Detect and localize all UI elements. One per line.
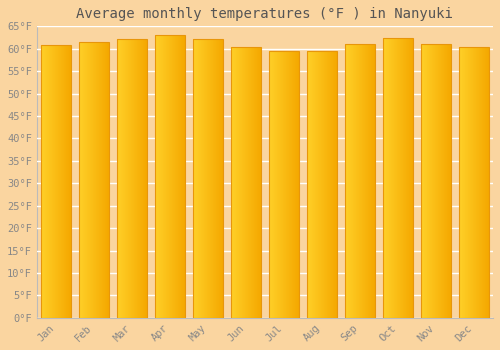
Bar	[459, 47, 489, 318]
Bar	[231, 47, 260, 318]
Bar	[193, 39, 222, 318]
Bar	[269, 51, 299, 318]
Bar	[117, 39, 146, 318]
Bar	[79, 42, 108, 318]
Bar	[307, 51, 337, 318]
Bar	[41, 45, 70, 318]
Title: Average monthly temperatures (°F ) in Nanyuki: Average monthly temperatures (°F ) in Na…	[76, 7, 454, 21]
Bar	[421, 44, 451, 318]
Bar	[155, 35, 184, 318]
Bar	[345, 44, 375, 318]
Bar	[383, 38, 413, 318]
